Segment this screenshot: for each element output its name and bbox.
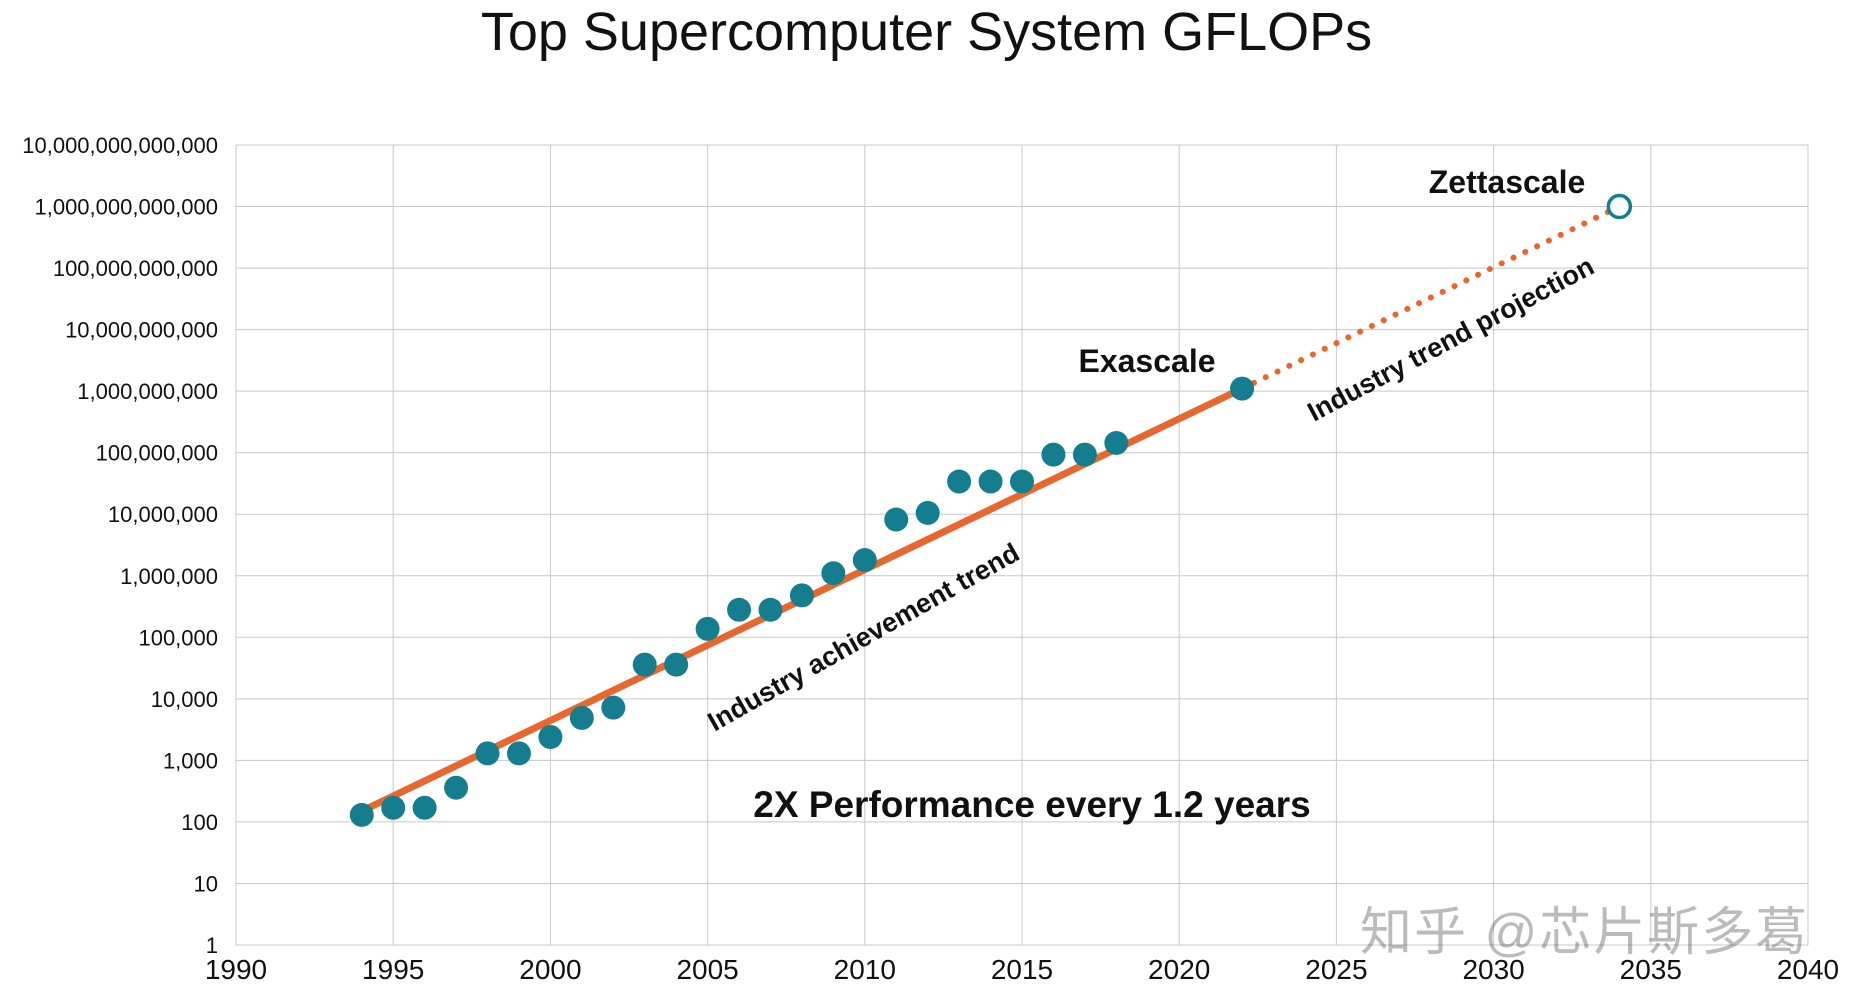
y-tick-label: 1,000,000 <box>120 564 218 589</box>
data-point <box>978 469 1003 494</box>
data-point <box>789 583 814 608</box>
watermark: 知乎 @芯片斯多葛 <box>1360 904 1810 962</box>
data-point <box>1010 469 1034 494</box>
data-point <box>695 616 720 641</box>
x-tick-label: 2040 <box>1777 954 1839 985</box>
y-tick-label: 100,000,000 <box>96 441 218 466</box>
data-point <box>632 652 657 677</box>
data-point <box>884 507 909 532</box>
data-point <box>821 561 846 586</box>
data-point <box>601 695 626 720</box>
y-tick-label: 10,000 <box>151 687 218 712</box>
y-tick-label: 100 <box>181 810 218 835</box>
x-tick-label: 2010 <box>834 954 896 985</box>
data-point <box>1041 442 1066 467</box>
y-tick-label: 10,000,000 <box>108 502 218 527</box>
zettascale-point <box>1606 193 1633 220</box>
x-tick-label: 1990 <box>205 954 267 985</box>
x-tick-label: 2035 <box>1620 954 1682 985</box>
data-point <box>412 795 437 820</box>
annotation-zettascale: Zettascale <box>1429 164 1586 200</box>
y-tick-label: 10,000,000,000,000 <box>22 133 218 158</box>
y-tick-label: 10 <box>194 871 218 896</box>
y-tick-label: 1,000,000,000,000 <box>34 195 218 220</box>
data-point <box>349 802 374 827</box>
data-point <box>664 652 689 677</box>
y-tick-label: 1 <box>206 933 218 958</box>
y-tick-label: 100,000,000,000 <box>53 256 218 281</box>
annotation-performance: 2X Performance every 1.2 years <box>753 784 1310 825</box>
data-point <box>506 741 531 766</box>
data-point <box>569 705 594 730</box>
axis-labels: 1990 1995 2000 2005 2010 2015 2020 2025 2030 2035… <box>22 133 1839 985</box>
data-point <box>915 500 940 525</box>
projection-dotted-line <box>1239 203 1623 392</box>
data-point <box>758 597 783 622</box>
y-tick-label: 10,000,000,000 <box>65 318 218 343</box>
data-point <box>947 469 972 494</box>
x-tick-label: 2015 <box>991 954 1053 985</box>
data-point <box>444 775 469 800</box>
data-point <box>475 741 500 766</box>
data-points <box>349 193 1633 827</box>
y-tick-label: 1,000,000,000 <box>77 379 218 404</box>
grid-layer <box>235 144 1809 946</box>
x-tick-label: 2005 <box>676 954 738 985</box>
chart-title: Top Supercomputer System GFLOPs <box>480 2 1373 62</box>
data-point <box>1072 442 1097 467</box>
x-tick-label: 1995 <box>362 954 424 985</box>
data-point <box>852 548 877 573</box>
data-point <box>1104 430 1129 455</box>
y-tick-label: 1,000 <box>163 748 218 773</box>
x-tick-label: 2020 <box>1148 954 1210 985</box>
annotation-exascale: Exascale <box>1078 343 1215 379</box>
x-tick-label: 2000 <box>519 954 581 985</box>
x-tick-label: 2030 <box>1462 954 1524 985</box>
data-point <box>1230 376 1255 401</box>
data-point <box>381 795 406 820</box>
data-point <box>727 597 752 622</box>
y-tick-label: 100,000 <box>138 625 218 650</box>
x-tick-label: 2025 <box>1305 954 1367 985</box>
data-point <box>538 724 563 749</box>
